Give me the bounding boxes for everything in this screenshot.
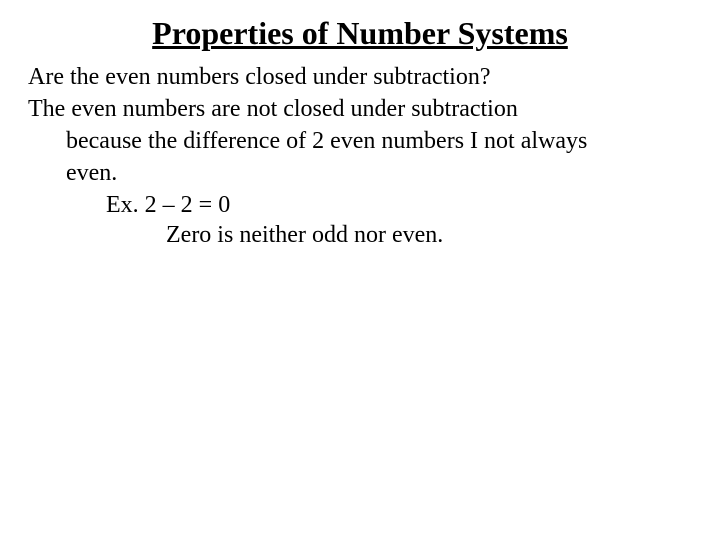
question-text: Are the even numbers closed under subtra… xyxy=(28,62,692,92)
example-text: Ex. 2 – 2 = 0 xyxy=(28,190,692,220)
answer-line-1: The even numbers are not closed under su… xyxy=(28,94,692,124)
answer-line-2: because the difference of 2 even numbers… xyxy=(28,126,692,156)
slide-title: Properties of Number Systems xyxy=(68,15,652,52)
conclusion-text: Zero is neither odd nor even. xyxy=(28,220,692,250)
answer-line-3: even. xyxy=(28,158,692,188)
body-content: Are the even numbers closed under subtra… xyxy=(28,62,692,250)
